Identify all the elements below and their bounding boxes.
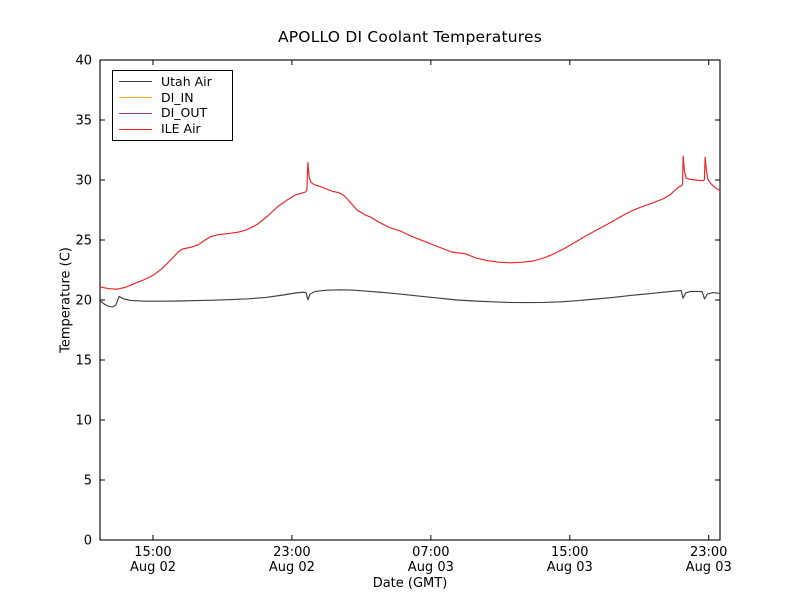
y-tick-label: 10 bbox=[75, 414, 92, 429]
x-tick-label-date: Aug 03 bbox=[408, 560, 454, 575]
legend-item: DI_OUT bbox=[119, 106, 226, 122]
x-axis-label: Date (GMT) bbox=[372, 576, 448, 591]
y-tick-label: 35 bbox=[75, 114, 92, 129]
y-tick-label: 0 bbox=[84, 534, 92, 549]
legend: Utah Air DI_IN DI_OUT ILE Air bbox=[112, 70, 233, 141]
y-tick-label: 15 bbox=[75, 354, 92, 369]
y-tick-label: 25 bbox=[75, 234, 92, 249]
x-tick-label-time: 15:00 bbox=[134, 545, 171, 560]
x-tick-label-time: 23:00 bbox=[273, 545, 310, 560]
series-line-utah-air bbox=[99, 289, 721, 308]
x-tick-label-date: Aug 02 bbox=[269, 560, 315, 575]
y-tick-label: 30 bbox=[75, 174, 92, 189]
y-axis-label: Temperature (C) bbox=[58, 247, 74, 353]
y-tick-label: 5 bbox=[84, 474, 92, 489]
legend-line-sample bbox=[119, 112, 152, 114]
legend-label: DI_IN bbox=[161, 89, 194, 105]
legend-line-sample bbox=[119, 81, 152, 83]
y-tick-label: 20 bbox=[75, 294, 92, 309]
legend-line-sample bbox=[119, 128, 152, 130]
series-line-ile-air bbox=[99, 155, 721, 290]
legend-item: ILE Air bbox=[119, 121, 226, 137]
legend-label: ILE Air bbox=[161, 121, 201, 137]
x-tick-label-date: Aug 02 bbox=[130, 560, 176, 575]
x-tick-label-date: Aug 03 bbox=[686, 560, 732, 575]
legend-item: Utah Air bbox=[119, 74, 226, 90]
y-tick-label: 40 bbox=[75, 54, 92, 69]
legend-line-sample bbox=[119, 97, 152, 99]
x-tick-label-time: 23:00 bbox=[690, 545, 727, 560]
legend-label: DI_OUT bbox=[161, 105, 208, 121]
x-tick-label-time: 15:00 bbox=[551, 545, 588, 560]
legend-item: DI_IN bbox=[119, 90, 226, 106]
chart-title: APOLLO DI Coolant Temperatures bbox=[277, 28, 543, 46]
legend-label: Utah Air bbox=[161, 73, 212, 89]
x-tick-label-time: 07:00 bbox=[412, 545, 449, 560]
x-tick-label-date: Aug 03 bbox=[547, 560, 593, 575]
